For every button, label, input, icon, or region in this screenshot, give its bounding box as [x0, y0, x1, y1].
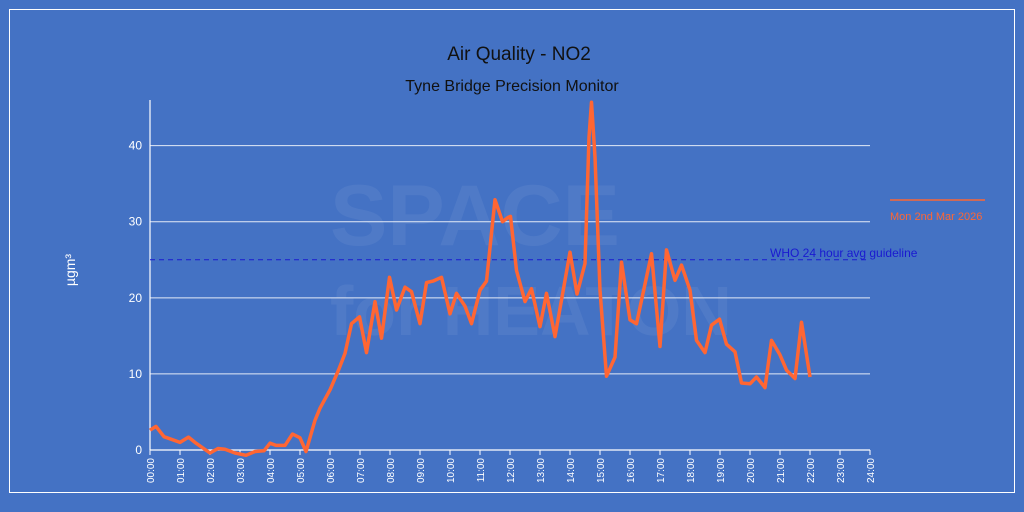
chart-title: Air Quality - NO2 [447, 44, 591, 65]
chart-frame [9, 9, 1015, 493]
x-tick-label: 02:00 [206, 458, 217, 483]
x-tick-label: 23:00 [836, 458, 847, 483]
x-tick-label: 09:00 [416, 458, 427, 483]
x-tick-label: 22:00 [806, 458, 817, 483]
x-tick-label: 01:00 [176, 458, 187, 483]
y-axis-label: µgm³ [62, 254, 78, 287]
y-tick-label: 0 [135, 443, 142, 457]
x-tick-label: 11:00 [476, 458, 487, 483]
x-tick-label: 24:00 [866, 458, 877, 483]
y-tick-label: 20 [129, 291, 143, 305]
x-tick-label: 03:00 [236, 458, 247, 483]
legend[interactable]: Mon 2nd Mar 2026 [890, 199, 985, 223]
x-tick-label: 10:00 [446, 458, 457, 483]
x-tick-label: 21:00 [776, 458, 787, 483]
x-tick-label: 06:00 [326, 458, 337, 483]
x-tick-label: 18:00 [686, 458, 697, 483]
x-tick-label: 16:00 [626, 458, 637, 483]
y-tick-label: 10 [129, 367, 143, 381]
watermark-logo: SPACE for HEATON [330, 168, 732, 350]
x-tick-label: 14:00 [566, 458, 577, 483]
x-tick-label: 19:00 [716, 458, 727, 483]
x-tick-label: 13:00 [536, 458, 547, 483]
x-tick-label: 12:00 [506, 458, 517, 483]
x-tick-label: 07:00 [356, 458, 367, 483]
series-line-mon-2nd-mar-2026 [149, 100, 812, 458]
x-tick-label: 20:00 [746, 458, 757, 483]
x-tick-label: 17:00 [656, 458, 667, 483]
x-tick-label: 08:00 [386, 458, 397, 483]
y-tick-label: 30 [129, 215, 143, 229]
x-tick-label: 00:00 [146, 458, 157, 483]
chart-subtitle: Tyne Bridge Precision Monitor [405, 78, 619, 95]
x-tick-label: 15:00 [596, 458, 607, 483]
x-tick-label: 04:00 [266, 458, 277, 483]
y-tick-label: 40 [129, 139, 143, 153]
legend-label: Mon 2nd Mar 2026 [890, 211, 982, 223]
x-tick-label: 05:00 [296, 458, 307, 483]
who-guideline-label: WHO 24 hour avg guideline [770, 246, 918, 260]
watermark-line1: SPACE [330, 168, 620, 264]
